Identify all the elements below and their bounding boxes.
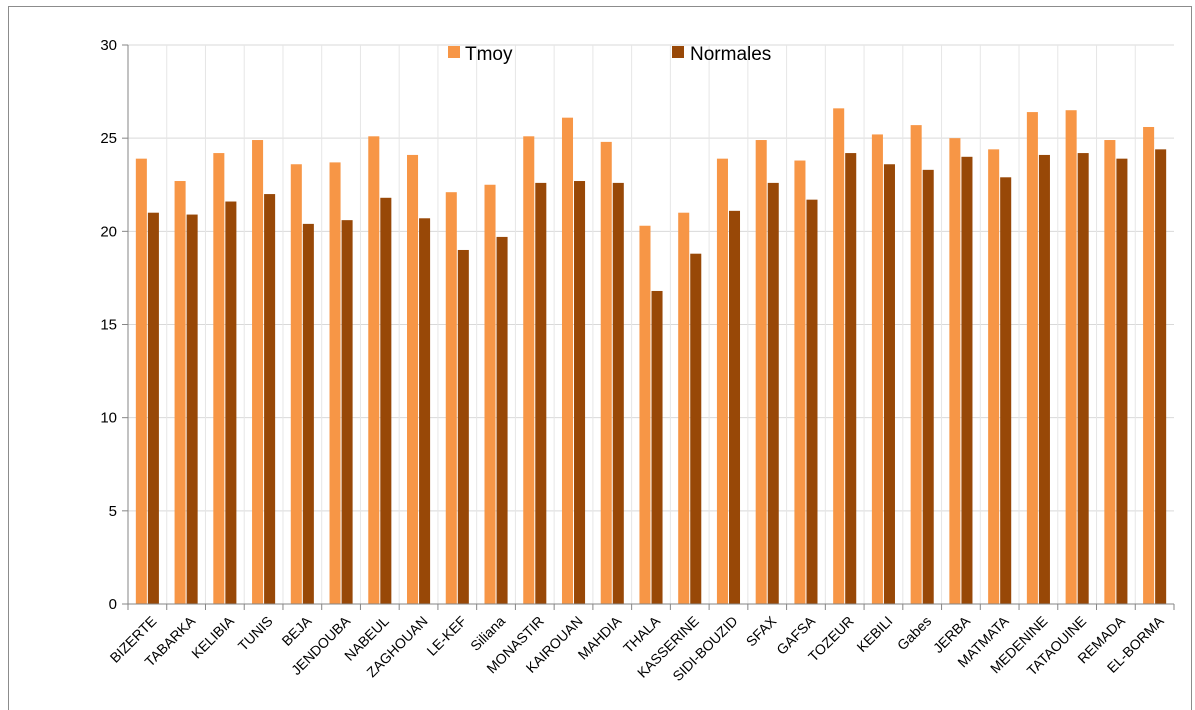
bar-normales-jendouba: [341, 220, 353, 604]
bar-tmoy-gabes: [910, 125, 922, 605]
bar-normales-sfax: [767, 182, 779, 604]
bar-normales-kasserine: [690, 253, 702, 604]
axes: [122, 44, 1175, 610]
x-category-label: LE-KEF: [423, 613, 469, 659]
bar-tmoy-monastir: [523, 136, 535, 605]
bar-normales-el-borma: [1155, 149, 1167, 604]
bar-normales-zaghouan: [419, 218, 431, 605]
bar-tmoy-tozeur: [833, 108, 845, 604]
bar-normales-tataouine: [1077, 153, 1089, 604]
bar-tmoy-remada: [1104, 140, 1116, 604]
bar-tmoy-siliana: [484, 184, 496, 604]
bar-tmoy-tataouine: [1065, 110, 1077, 604]
bar-normales-remada: [1116, 158, 1128, 604]
bar-tmoy-el-borma: [1143, 126, 1155, 605]
legend-label-normales: Normales: [690, 44, 771, 65]
bar-normales-monastir: [535, 182, 547, 604]
y-tick-label: 30: [100, 37, 117, 54]
bar-tmoy-beja: [290, 164, 302, 604]
bar-normales-beja: [302, 223, 314, 604]
y-tick-label: 5: [109, 503, 117, 520]
bar-normales-gafsa: [806, 199, 818, 604]
bar-tmoy-kebili: [871, 134, 883, 604]
bar-tmoy-kelibia: [213, 153, 225, 604]
y-tick-label: 10: [100, 410, 117, 427]
y-tick-label: 25: [100, 130, 117, 147]
y-tick-label: 20: [100, 223, 117, 240]
legend: Tmoy Normales: [448, 44, 771, 65]
legend-label-tmoy: Tmoy: [465, 44, 513, 65]
bar-tmoy-sfax: [755, 140, 767, 604]
legend-swatch-normales: [672, 46, 684, 58]
bar-normales-tabarka: [186, 214, 198, 604]
x-category-label: SFAX: [743, 612, 780, 649]
y-axis-tick-labels: 0 5 10 15 20 25 30: [100, 37, 117, 613]
bar-tmoy-nabeul: [368, 136, 380, 605]
bar-tmoy-tabarka: [174, 181, 186, 604]
bar-tmoy-gafsa: [794, 160, 806, 604]
bar-tmoy-tunis: [252, 140, 264, 604]
bar-normales-matmata: [1000, 177, 1012, 605]
bar-normales-jerba: [961, 156, 973, 605]
bars: [135, 108, 1167, 605]
bar-tmoy-zaghouan: [407, 154, 419, 604]
bar-normales-nabeul: [380, 197, 392, 605]
bar-tmoy-matmata: [988, 149, 1000, 604]
bar-tmoy-bizerte: [135, 158, 147, 604]
bar-tmoy-medenine: [1026, 112, 1038, 604]
bar-tmoy-le-kef: [445, 192, 457, 604]
bar-tmoy-kasserine: [678, 212, 690, 604]
bar-normales-medenine: [1038, 154, 1050, 604]
bar-tmoy-mahdia: [600, 141, 612, 604]
bar-normales-gabes: [922, 169, 934, 604]
bar-tmoy-thala: [639, 225, 651, 605]
bar-normales-tunis: [264, 194, 276, 604]
bar-normales-tozeur: [845, 153, 857, 604]
x-category-label: Gabes: [894, 613, 934, 653]
bar-normales-le-kef: [457, 249, 469, 604]
bar-tmoy-jendouba: [329, 162, 341, 604]
bar-normales-kairouan: [574, 181, 586, 604]
x-category-label: MAHDIA: [575, 612, 625, 662]
bar-tmoy-kairouan: [561, 117, 574, 605]
x-category-label: KEBILI: [853, 613, 895, 655]
bar-normales-mahdia: [612, 182, 624, 604]
x-category-label: TUNIS: [235, 613, 276, 654]
legend-swatch-tmoy: [448, 46, 460, 58]
bar-normales-bizerte: [147, 212, 159, 604]
bar-tmoy-jerba: [949, 138, 961, 605]
y-tick-label: 15: [100, 317, 117, 334]
x-category-label: BEJA: [278, 612, 315, 649]
gridlines: [128, 44, 1174, 604]
bar-tmoy-sidi-bouzid: [716, 158, 728, 604]
x-category-label: KELIBIA: [188, 612, 237, 661]
bar-normales-siliana: [496, 236, 508, 605]
bar-normales-thala: [651, 290, 663, 604]
y-tick-label: 0: [109, 596, 117, 613]
bar-normales-kebili: [883, 164, 895, 604]
bar-normales-sidi-bouzid: [728, 210, 741, 604]
bar-normales-kelibia: [225, 201, 237, 604]
